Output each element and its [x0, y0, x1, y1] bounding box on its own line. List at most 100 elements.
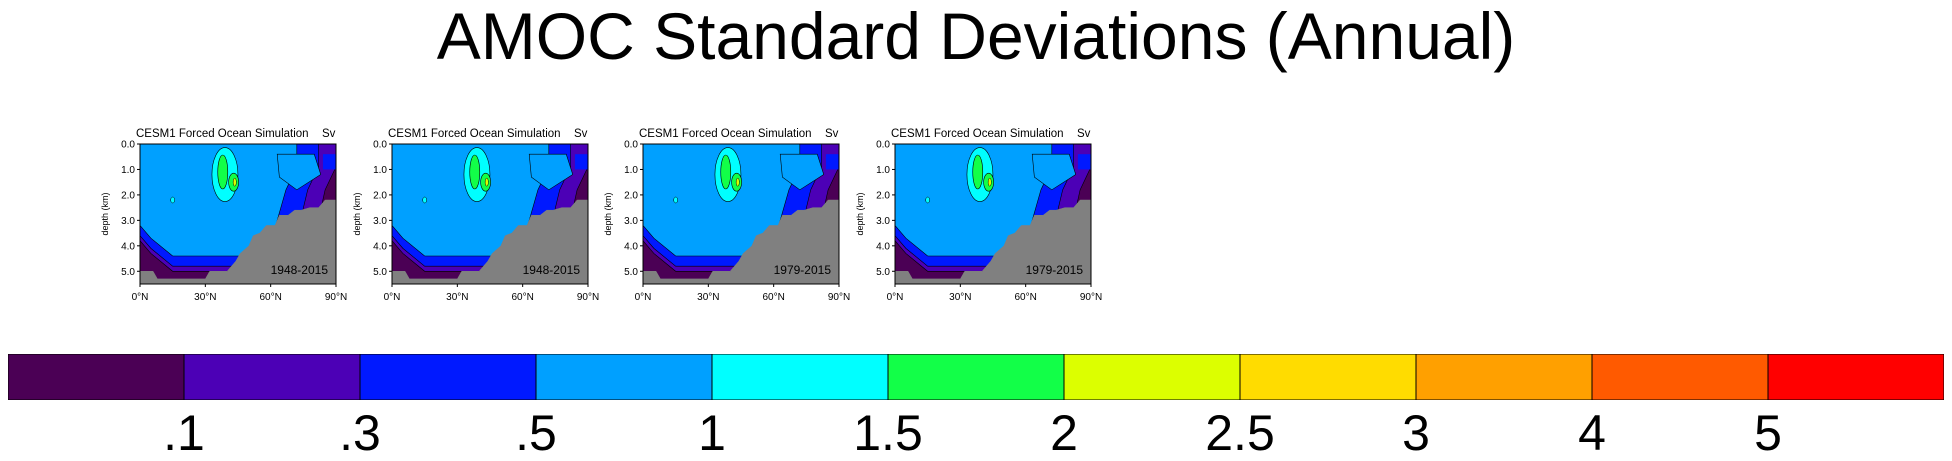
x-tick-label: 90°N — [1080, 292, 1102, 303]
y-tick-label: 5.0 — [876, 267, 890, 278]
y-tick-label: 1.0 — [373, 165, 387, 176]
x-tick-label: 90°N — [577, 292, 599, 303]
x-tick-label: 60°N — [762, 292, 784, 303]
land-mask — [140, 199, 336, 284]
panel-units: Sv — [574, 128, 588, 140]
contour-peak — [232, 177, 237, 187]
contour-band — [331, 144, 336, 152]
contour-band — [825, 154, 839, 170]
colorbar-label: 4 — [1578, 405, 1606, 461]
x-tick-label: 0°N — [635, 292, 652, 303]
x-tick-label: 0°N — [887, 292, 904, 303]
y-axis-label: depth (km) — [855, 192, 865, 235]
colorbar-swatch — [1239, 354, 1417, 400]
page-title: AMOC Standard Deviations (Annual) — [436, 0, 1516, 73]
colorbar-swatch — [359, 354, 537, 400]
amoc-panel-3: CESM1 Forced Ocean Simulation Sv 0.0 1.0 2.0… — [603, 124, 853, 320]
contour-field — [140, 144, 336, 284]
y-axis-label: depth (km) — [100, 192, 110, 235]
y-tick-label: 3.0 — [624, 216, 638, 227]
colorbar-swatches — [8, 354, 1944, 400]
y-tick-label: 4.0 — [121, 241, 135, 252]
y-tick-label: 4.0 — [373, 241, 387, 252]
contour-band — [779, 153, 825, 191]
colorbar-swatch — [535, 354, 713, 400]
y-axis-label: depth (km) — [603, 192, 613, 235]
y-tick-label: 4.0 — [876, 241, 890, 252]
colorbar-swatch — [887, 354, 1065, 400]
x-tick-label: 30°N — [949, 292, 971, 303]
x-tick-label: 30°N — [446, 292, 468, 303]
land-mask — [392, 199, 588, 284]
contour-peak — [484, 177, 489, 187]
y-tick-label: 4.0 — [624, 241, 638, 252]
x-tick-label: 60°N — [259, 292, 281, 303]
panel-plot: 0.0 1.0 2.0 3.0 4.0 5.0 depth (km) 0°N 30°N 60°N 9… — [855, 140, 1102, 304]
y-tick-label: 2.0 — [373, 190, 387, 201]
x-tick-label: 30°N — [194, 292, 216, 303]
y-tick-label: 1.0 — [876, 165, 890, 176]
colorbar-label: .5 — [515, 405, 557, 461]
period-label: 1979-2015 — [774, 263, 832, 277]
panel-units: Sv — [322, 128, 336, 140]
x-tick-label: 30°N — [697, 292, 719, 303]
panel-units: Sv — [825, 128, 839, 140]
y-tick-label: 3.0 — [121, 216, 135, 227]
y-tick-label: 1.0 — [121, 165, 135, 176]
y-tick-label: 0.0 — [624, 140, 638, 151]
contour-band — [1077, 154, 1091, 170]
contour-band — [528, 153, 574, 191]
plot-frame — [139, 143, 337, 285]
colorbar-label: 1 — [698, 405, 726, 461]
colorbar-swatch — [8, 354, 185, 400]
land-mask — [643, 199, 839, 284]
plot-frame — [391, 143, 589, 285]
panel-title: CESM1 Forced Ocean Simulation — [388, 128, 561, 140]
contour-band — [834, 144, 839, 152]
colorbar-swatch — [1063, 354, 1241, 400]
panel-title: CESM1 Forced Ocean Simulation — [639, 128, 812, 140]
panel-plot: 0.0 1.0 2.0 3.0 4.0 5.0 depth (km) 0°N 30°N 60°N 9… — [603, 140, 850, 304]
x-tick-label: 90°N — [828, 292, 850, 303]
amoc-panel-1: CESM1 Forced Ocean Simulation Sv 0.0 1.0 2.0… — [100, 124, 350, 320]
x-tick-label: 0°N — [132, 292, 149, 303]
plot-frame — [642, 143, 840, 285]
y-tick-label: 0.0 — [121, 140, 135, 151]
colorbar-label: 2 — [1050, 405, 1078, 461]
y-tick-label: 0.0 — [876, 140, 890, 151]
x-tick-label: 90°N — [325, 292, 347, 303]
contour-peak — [735, 177, 740, 187]
colorbar-swatch — [1767, 354, 1944, 400]
period-label: 1948-2015 — [523, 263, 581, 277]
period-label: 1948-2015 — [271, 263, 329, 277]
panel-title: CESM1 Forced Ocean Simulation — [136, 128, 309, 140]
y-tick-label: 2.0 — [121, 190, 135, 201]
x-tick-label: 60°N — [1014, 292, 1036, 303]
colorbar-swatch — [1591, 354, 1769, 400]
contour-field — [895, 144, 1091, 284]
panel-plot: 0.0 1.0 2.0 3.0 4.0 5.0 depth (km) 0°N 30°N 60°N 9… — [352, 140, 599, 304]
contour-core — [217, 154, 229, 190]
panel-plot: 0.0 1.0 2.0 3.0 4.0 5.0 depth (km) 0°N 30°N 60°N 9… — [100, 140, 347, 304]
y-tick-label: 5.0 — [624, 267, 638, 278]
panel-units: Sv — [1077, 128, 1091, 140]
plot-frame — [894, 143, 1092, 285]
y-tick-label: 3.0 — [876, 216, 890, 227]
y-tick-label: 1.0 — [624, 165, 638, 176]
panel-title: CESM1 Forced Ocean Simulation — [891, 128, 1064, 140]
y-tick-label: 2.0 — [876, 190, 890, 201]
contour-core — [673, 196, 678, 204]
contour-field — [643, 144, 839, 284]
colorbar — [8, 354, 1944, 400]
y-axis-label: depth (km) — [352, 192, 362, 235]
contour-band — [1031, 153, 1077, 191]
colorbar-label: .1 — [163, 405, 205, 461]
x-tick-label: 60°N — [511, 292, 533, 303]
y-tick-label: 0.0 — [373, 140, 387, 151]
y-tick-label: 5.0 — [373, 267, 387, 278]
period-label: 1979-2015 — [1026, 263, 1084, 277]
colorbar-swatch — [1415, 354, 1593, 400]
colorbar-swatch — [711, 354, 889, 400]
contour-field — [392, 144, 588, 284]
contour-band — [574, 154, 588, 170]
